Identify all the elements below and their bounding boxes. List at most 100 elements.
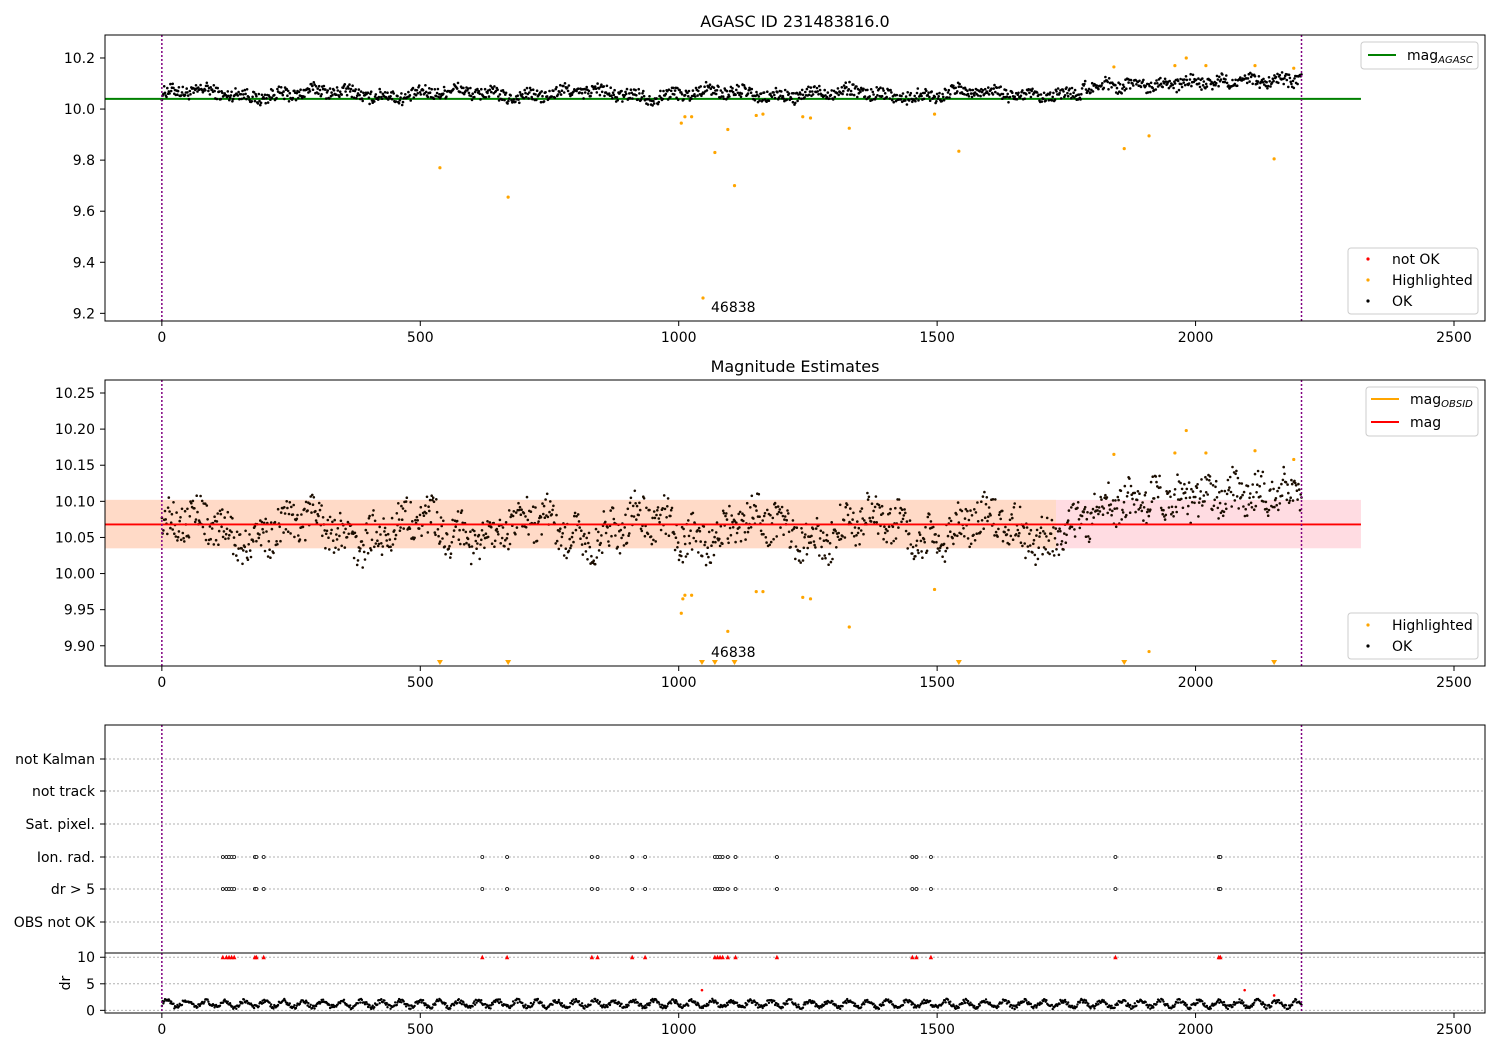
agasc-ok-point (759, 92, 763, 95)
agasc-ok-point (287, 100, 291, 103)
magnitude-ok-point (519, 513, 523, 516)
agasc-ok-point (1175, 90, 1178, 94)
magnitude-ok-point (761, 519, 764, 522)
magnitude-ok-point (267, 540, 271, 543)
agasc-legend-bottom: not OK Highlighted OK (1347, 247, 1479, 315)
legend2-highlighted-marker (1366, 623, 1370, 627)
dr-point (581, 1005, 584, 1008)
magnitude-ok-point (1238, 482, 1241, 485)
agasc-ok-point (773, 96, 777, 100)
magnitude-ok-point (1179, 481, 1182, 485)
agasc-ok-point (699, 85, 702, 88)
magnitude-ok-point (390, 549, 393, 552)
magnitude-ok-point (1045, 535, 1048, 538)
magnitude-ok-point (1115, 507, 1119, 510)
magnitude-ok-point (1122, 500, 1126, 504)
agasc-ok-point (1122, 85, 1126, 89)
magnitude-ok-point (1064, 541, 1068, 544)
magnitude-ok-point (317, 501, 321, 505)
magnitude-ok-point (252, 540, 255, 543)
magnitude-ok-point (1229, 490, 1233, 494)
agasc-ok-point (869, 88, 873, 91)
magnitude-ok-point (208, 525, 212, 528)
magnitude-ok-point (1120, 518, 1123, 521)
agasc-ok-point (994, 90, 997, 94)
magnitude-limit-marker (711, 660, 718, 665)
magnitude-ok-point (545, 492, 549, 496)
magnitude-ok-point (831, 531, 835, 535)
dr-point (536, 997, 540, 1001)
agasc-ok-point (525, 86, 529, 90)
agasc-ok-point (628, 96, 632, 100)
agasc-ok-point (400, 92, 403, 95)
agasc-ok-point (840, 86, 844, 89)
magnitude-ok-point (501, 526, 505, 529)
agasc-ok-point (286, 89, 290, 93)
magnitude-ok-point (814, 546, 817, 549)
magnitude-ok-point (734, 540, 737, 544)
agasc-ok-point (168, 92, 171, 95)
magnitude-limit-marker (505, 660, 512, 665)
magnitude-ok-point (1155, 480, 1158, 484)
magnitude-ok-point (1056, 530, 1060, 533)
magnitude-ok-point (787, 530, 791, 534)
agasc-ok-point (673, 93, 676, 96)
magnitude-ok-point (413, 536, 416, 540)
magnitude-ok-point (1086, 511, 1089, 514)
magnitude-ok-point (776, 505, 780, 508)
magnitude-ok-point (943, 560, 947, 563)
agasc-ok-point (845, 93, 849, 96)
magnitude-ok-point (829, 560, 833, 564)
magnitude-ok-point (235, 530, 239, 534)
agasc-ok-point (167, 90, 171, 93)
magnitude-ok-point (395, 512, 399, 515)
agasc-ok-point (605, 84, 609, 88)
agasc-ok-point (696, 94, 699, 97)
agasc-ok-point (882, 89, 885, 92)
magnitude-ok-point (479, 543, 482, 546)
magnitude-ok-point (616, 545, 619, 549)
magnitude-ok-point (1097, 512, 1100, 516)
magnitude-ok-point (558, 530, 561, 533)
dr-point (395, 1003, 398, 1007)
magnitude-ok-point (499, 542, 503, 545)
agasc-ok-point (1090, 81, 1094, 85)
agasc-ok-point (1028, 91, 1031, 95)
magnitude-legend-bottom-box (1347, 612, 1479, 660)
magnitude-ok-point (1001, 539, 1005, 543)
dr-point (845, 1001, 848, 1005)
agasc-ok-point (852, 93, 856, 97)
magnitude-ok-point (1175, 510, 1178, 514)
magnitude-ok-point (480, 538, 483, 542)
magnitude-ok-point (237, 547, 240, 550)
agasc-ok-point (192, 91, 195, 94)
agasc-ok-point (438, 93, 441, 96)
magnitude-ok-point (783, 518, 786, 521)
agasc-ok-point (987, 86, 990, 89)
agasc-ok-point (721, 91, 724, 94)
agasc-ok-point (611, 91, 615, 94)
agasc-ok-point (498, 93, 502, 96)
agasc-ok-point (1053, 98, 1057, 101)
magnitude-ok-point (1152, 497, 1156, 500)
agasc-ok-point (1083, 82, 1086, 86)
magnitude-ok-point (694, 539, 698, 543)
magnitude-ok-point (303, 507, 306, 511)
magnitude-ok-point (238, 533, 242, 536)
agasc-highlighted-point (808, 116, 813, 120)
magnitude-ok-point (1066, 521, 1069, 524)
agasc-ok-point (1114, 83, 1117, 87)
agasc-ok-point (283, 97, 286, 101)
magnitude-ok-point (855, 534, 858, 537)
agasc-ok-point (228, 96, 232, 99)
magnitude-ok-point (532, 541, 536, 544)
agasc-ok-point (835, 91, 839, 95)
flag-point (914, 855, 919, 859)
agasc-ok-point (234, 87, 237, 90)
agasc-ok-point (177, 86, 181, 89)
agasc-ok-point (844, 81, 847, 84)
agasc-ok-point (308, 90, 312, 93)
agasc-ok-point (169, 82, 172, 86)
magnitude-ok-point (1008, 518, 1012, 522)
dr-point (449, 1007, 452, 1010)
